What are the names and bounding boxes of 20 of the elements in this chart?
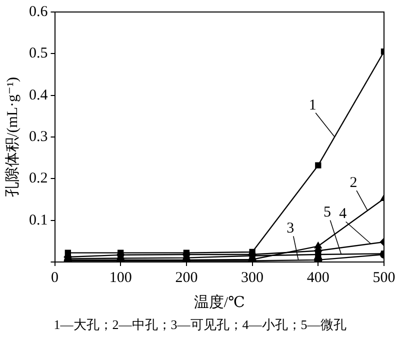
series-label: 2 — [350, 174, 358, 191]
y-tick-label: 0.2 — [29, 170, 48, 187]
x-tick-label: 0 — [51, 270, 58, 286]
series-label: 3 — [286, 220, 294, 237]
y-tick-label: 0.4 — [29, 87, 48, 104]
y-tick-label: 0.1 — [29, 212, 48, 228]
x-tick-label: 400 — [306, 270, 330, 286]
x-tick-label: 300 — [241, 270, 264, 286]
series-label: 4 — [339, 206, 348, 222]
series-label: 1 — [308, 97, 316, 114]
x-tick-label: 200 — [175, 270, 198, 286]
x-tick-label: 500 — [372, 270, 396, 286]
y-tick-label: 0.5 — [29, 46, 48, 62]
x-tick-label: 100 — [109, 270, 132, 286]
y-tick-label: 0.6 — [29, 4, 48, 20]
text: 5 — [323, 204, 331, 221]
x-axis-title: 温度/℃ — [194, 294, 245, 311]
text: 1—大孔；2—中孔；3—可见孔；4—小孔；5—微孔 — [52, 316, 348, 334]
y-tick-label: 0.3 — [29, 128, 48, 145]
y-axis-title: 孔隙体积/(mL·g⁻¹) — [4, 77, 21, 197]
